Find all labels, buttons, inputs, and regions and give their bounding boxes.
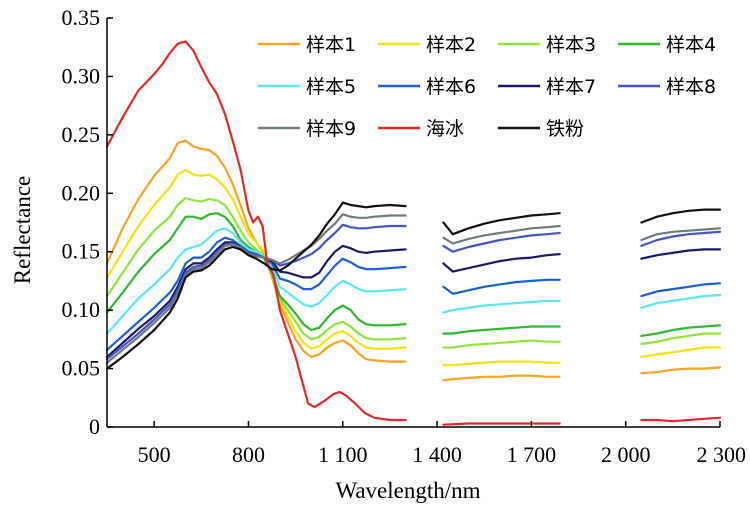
series-line-8-segment-1 — [105, 223, 407, 361]
series-line-1-segment-2 — [442, 374, 561, 382]
y-tick-label: 0.35 — [62, 5, 101, 30]
legend: 样本1 样本2 样本3 样本4 样本5 样本6 样本7 样本8 样本9 海冰 铁粉 — [258, 34, 716, 140]
series-line-2-segment-3 — [640, 346, 722, 358]
axes — [106, 18, 720, 428]
series-line-3-segment-2 — [442, 339, 561, 349]
series-line-10-segment-3 — [640, 416, 722, 423]
series-line-1-segment-3 — [640, 366, 722, 375]
legend-item: 样本1 — [258, 34, 356, 56]
x-tick-label: 2 300 — [697, 442, 747, 467]
series-line-7-segment-3 — [640, 248, 722, 260]
legend-label: 样本2 — [426, 34, 476, 56]
legend-label: 样本6 — [426, 76, 476, 98]
y-tick-label: 0.25 — [62, 122, 101, 147]
series-line-7-segment-2 — [442, 253, 561, 273]
y-tick-label: 0 — [89, 414, 100, 439]
plot-area — [105, 40, 722, 426]
series-line-9-segment-2 — [442, 224, 561, 245]
series-line-9-segment-3 — [640, 227, 722, 242]
series-line-11-segment-3 — [640, 208, 722, 224]
x-tick-label: 1 700 — [507, 442, 557, 467]
legend-item: 样本2 — [378, 34, 476, 56]
series-line-11-segment-1 — [105, 201, 407, 370]
legend-item: 海冰 — [378, 118, 464, 140]
series-line-3-segment-3 — [640, 332, 722, 346]
series-line-5-segment-3 — [640, 293, 722, 309]
series-line-8-segment-3 — [640, 230, 722, 247]
legend-label: 样本7 — [546, 76, 596, 98]
y-tick-label: 0.20 — [62, 180, 101, 205]
x-ticks: 500 800 1 100 1 400 1 700 2 000 2 300 — [138, 421, 746, 467]
series-line-6-segment-2 — [442, 278, 561, 295]
y-tick-label: 0.30 — [62, 63, 101, 88]
legend-item: 铁粉 — [498, 118, 584, 140]
series-line-6-segment-3 — [640, 282, 722, 298]
series-line-9-segment-1 — [105, 213, 407, 364]
series-line-10-segment-1 — [105, 40, 407, 422]
series-line-8-segment-2 — [442, 231, 561, 253]
legend-label: 铁粉 — [546, 118, 584, 140]
legend-item: 样本9 — [258, 118, 356, 140]
x-tick-label: 800 — [232, 442, 265, 467]
series-line-11-segment-2 — [442, 212, 561, 236]
series-line-2-segment-2 — [442, 360, 561, 367]
legend-item: 样本7 — [498, 76, 596, 98]
x-tick-label: 1 400 — [412, 442, 462, 467]
legend-item: 样本4 — [618, 34, 716, 56]
legend-label: 样本4 — [666, 34, 716, 56]
legend-item: 样本3 — [498, 34, 596, 56]
series-line-4-segment-1 — [105, 212, 407, 332]
legend-item: 样本5 — [258, 76, 356, 98]
series-line-4-segment-3 — [640, 324, 722, 337]
legend-label: 样本5 — [306, 76, 356, 98]
legend-item: 样本8 — [618, 76, 716, 98]
x-tick-label: 2 000 — [601, 442, 651, 467]
y-tick-label: 0.15 — [62, 239, 101, 264]
series-line-4-segment-2 — [442, 325, 561, 335]
series-line-2-segment-1 — [105, 168, 407, 350]
y-ticks: 0 0.05 0.10 0.15 0.20 0.25 0.30 0.35 — [62, 5, 113, 439]
series-line-10-segment-2 — [442, 422, 561, 426]
legend-label: 样本1 — [306, 34, 356, 56]
legend-item: 样本6 — [378, 76, 476, 98]
legend-label: 样本9 — [306, 118, 356, 140]
legend-label: 样本3 — [546, 34, 596, 56]
series-line-5-segment-2 — [442, 299, 561, 314]
x-tick-label: 500 — [138, 442, 171, 467]
legend-label: 海冰 — [426, 118, 464, 140]
y-tick-label: 0.05 — [62, 356, 101, 381]
x-axis-title: Wavelength/nm — [335, 478, 480, 503]
x-tick-label: 1 100 — [318, 442, 368, 467]
y-axis-title: Reflectance — [10, 176, 35, 285]
legend-label: 样本8 — [666, 76, 716, 98]
y-tick-label: 0.10 — [62, 297, 101, 322]
